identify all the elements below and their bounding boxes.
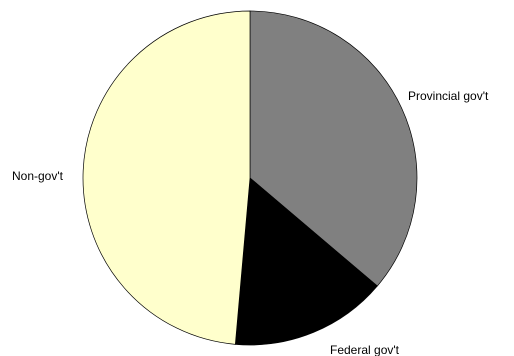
pie-slice-non-gov-t: [82, 10, 251, 345]
pie-slices: [82, 10, 418, 346]
label-federal-govt: Federal gov't: [330, 343, 400, 356]
label-provincial-govt: Provincial gov't: [408, 89, 489, 103]
pie-slice-federal-gov-t: [234, 177, 378, 346]
label-non-govt: Non-gov't: [12, 169, 64, 183]
pie-slice-provincial-gov-t: [249, 10, 418, 287]
